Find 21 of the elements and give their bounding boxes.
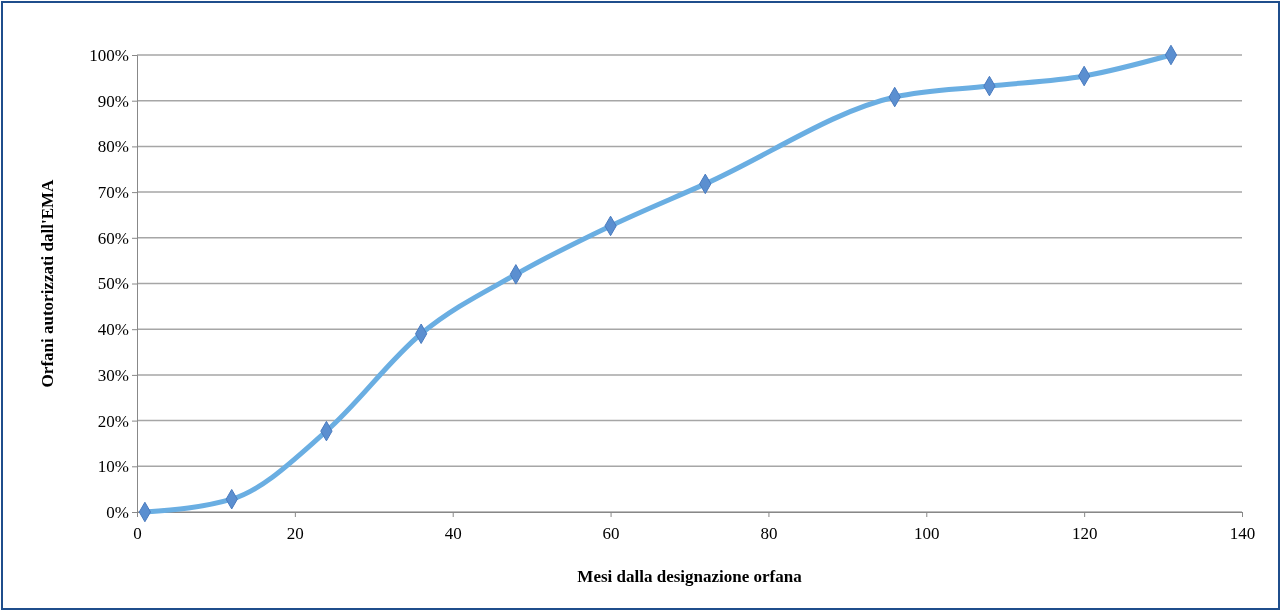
y-tick-label: 20% (97, 411, 129, 431)
x-tick-label: 100 (914, 523, 940, 543)
y-tick-label: 0% (106, 502, 129, 522)
y-tick-label: 80% (97, 137, 129, 157)
x-tick-label: 60 (602, 523, 620, 543)
y-tick-label: 30% (97, 365, 129, 385)
x-tick-label: 140 (1229, 523, 1256, 543)
x-tick-label: 120 (1071, 523, 1098, 543)
y-tick-label: 100% (89, 45, 129, 65)
x-tick-label: 0 (133, 523, 142, 543)
x-tick-label: 80 (760, 523, 778, 543)
y-tick-label: 40% (97, 320, 129, 340)
y-tick-label: 10% (97, 457, 129, 477)
x-tick-label: 20 (286, 523, 304, 543)
y-tick-label: 60% (97, 228, 129, 248)
y-tick-label: 70% (97, 183, 129, 203)
x-axis-title: Mesi dalla designazione orfana (577, 567, 803, 586)
y-axis-title: Orfani autorizzati dall'EMA (38, 178, 57, 388)
y-tick-label: 50% (97, 274, 129, 294)
y-tick-label: 90% (97, 91, 129, 111)
x-tick-label: 40 (444, 523, 462, 543)
